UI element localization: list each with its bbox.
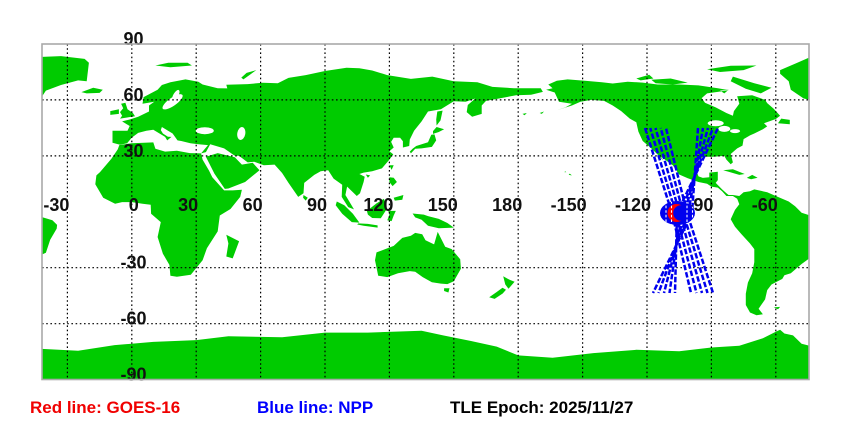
legend-bar: Red line: GOES-16 Blue line: NPP TLE Epo… <box>0 398 850 420</box>
caspian-sea <box>237 127 246 140</box>
lon-label-180: 180 <box>492 195 522 215</box>
lon-label-30: 30 <box>178 195 198 215</box>
lat-label-90: 90 <box>123 29 143 49</box>
lon-label--120: -120 <box>615 195 651 215</box>
lon-label-0: 0 <box>129 195 139 215</box>
baltic-sea <box>162 94 183 110</box>
grid-lines <box>42 44 809 380</box>
lon-label-90: 90 <box>307 195 327 215</box>
lon-label-150: 150 <box>428 195 458 215</box>
lat-label-30: 30 <box>123 141 143 161</box>
lake-superior <box>707 120 724 127</box>
lat-label--60: -60 <box>120 309 146 329</box>
lat-label--90: -90 <box>120 365 146 385</box>
lon-label-60: 60 <box>243 195 263 215</box>
npp-orbit-line <box>643 127 693 294</box>
lon-label-120: 120 <box>363 195 393 215</box>
lon-label--150: -150 <box>551 195 587 215</box>
goes16-marker-inner-shadow <box>673 205 689 221</box>
lake-huron-michigan <box>718 125 731 132</box>
black-sea <box>195 127 214 135</box>
lon-label--60: -60 <box>752 195 778 215</box>
lat-label--30: -30 <box>120 253 146 273</box>
landmass <box>42 56 809 380</box>
lon-label--30: -30 <box>43 195 69 215</box>
legend-tle-epoch: TLE Epoch: 2025/11/27 <box>450 398 634 417</box>
gulf-of-bothnia <box>172 89 180 101</box>
legend-goes16: Red line: GOES-16 <box>30 398 181 417</box>
legend-npp: Blue line: NPP <box>257 398 374 417</box>
map-area <box>42 56 809 380</box>
lat-label-60: 60 <box>123 85 143 105</box>
npp-orbit-line <box>668 127 715 294</box>
map-border <box>41 43 810 381</box>
lake-ontario-erie <box>730 129 741 134</box>
